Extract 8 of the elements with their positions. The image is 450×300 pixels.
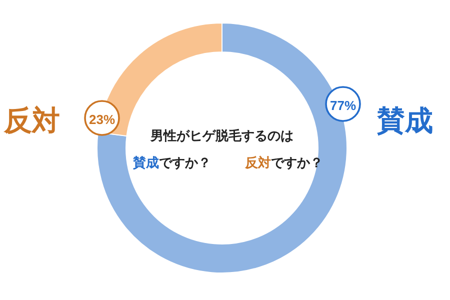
text: 男性がヒゲ脱毛するのは <box>150 128 294 143</box>
data-label: 23% <box>88 112 116 127</box>
text: 反対ですか？ <box>244 155 323 170</box>
text: ですか？ <box>159 155 211 170</box>
slice-label: 反対 <box>3 105 60 136</box>
data-label: 77% <box>330 98 356 113</box>
slice-label: 賛成 <box>376 105 433 136</box>
slice-label: 賛成 <box>132 155 159 170</box>
